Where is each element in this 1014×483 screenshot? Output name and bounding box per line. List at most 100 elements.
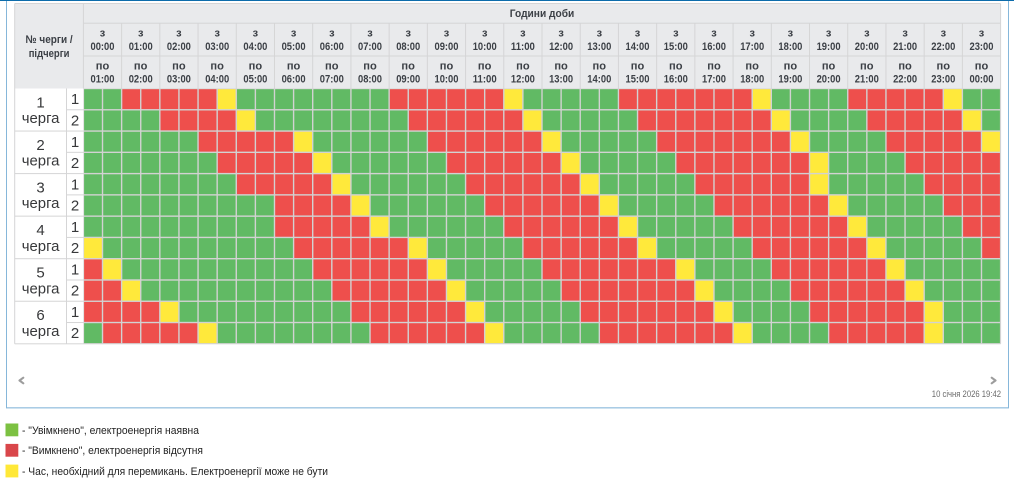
svg-text:з: з [367, 28, 373, 40]
svg-text:1: 1 [71, 91, 79, 108]
svg-text:12:00: 12:00 [511, 74, 535, 86]
svg-text:2: 2 [36, 137, 44, 154]
svg-text:06:00: 06:00 [282, 74, 306, 86]
svg-text:по: по [898, 60, 912, 72]
svg-text:з: з [520, 28, 526, 40]
svg-text:22:00: 22:00 [931, 41, 955, 53]
svg-text:з: з [444, 28, 450, 40]
svg-text:17:00: 17:00 [740, 41, 764, 53]
svg-text:13:00: 13:00 [549, 74, 573, 86]
svg-text:10:00: 10:00 [435, 74, 459, 86]
svg-text:№ черги /: № черги / [26, 34, 73, 46]
svg-text:з: з [749, 28, 755, 40]
svg-text:черга: черга [22, 280, 60, 297]
svg-text:1: 1 [36, 94, 44, 111]
svg-text:02:00: 02:00 [167, 41, 191, 53]
svg-text:05:00: 05:00 [282, 41, 306, 53]
svg-text:по: по [860, 60, 874, 72]
svg-text:04:00: 04:00 [205, 74, 229, 86]
svg-text:по: по [287, 60, 301, 72]
svg-text:04:00: 04:00 [243, 41, 267, 53]
svg-text:черга: черга [22, 195, 60, 212]
svg-text:00:00: 00:00 [970, 74, 994, 86]
svg-text:23:00: 23:00 [931, 74, 955, 86]
svg-text:по: по [593, 60, 607, 72]
svg-text:з: з [597, 28, 603, 40]
svg-text:21:00: 21:00 [893, 41, 917, 53]
svg-text:з: з [214, 28, 220, 40]
svg-text:з: з [788, 28, 794, 40]
svg-text:20:00: 20:00 [855, 41, 879, 53]
svg-text:черга: черга [22, 110, 60, 127]
svg-text:22:00: 22:00 [893, 74, 917, 86]
svg-text:- Час, необхідний для перемика: - Час, необхідний для перемикань. Електр… [22, 466, 328, 478]
svg-text:- "Увімкнено", електроенергія: - "Увімкнено", електроенергія наявна [22, 425, 200, 437]
svg-text:по: по [96, 60, 110, 72]
svg-text:по: по [516, 60, 530, 72]
svg-text:підчерги: підчерги [29, 48, 70, 60]
svg-text:09:00: 09:00 [435, 41, 459, 53]
svg-text:з: з [291, 28, 297, 40]
svg-text:18:00: 18:00 [778, 41, 802, 53]
svg-text:з: з [253, 28, 259, 40]
svg-text:по: по [134, 60, 148, 72]
svg-text:2: 2 [71, 325, 79, 342]
svg-text:черга: черга [22, 153, 60, 170]
svg-text:з: з [673, 28, 679, 40]
svg-text:по: по [172, 60, 186, 72]
svg-text:06:00: 06:00 [320, 41, 344, 53]
svg-text:19:00: 19:00 [817, 41, 841, 53]
svg-text:з: з [329, 28, 335, 40]
svg-text:по: по [210, 60, 224, 72]
svg-text:08:00: 08:00 [358, 74, 382, 86]
svg-text:по: по [631, 60, 645, 72]
svg-text:13:00: 13:00 [587, 41, 611, 53]
svg-text:2: 2 [71, 240, 79, 257]
svg-text:14:00: 14:00 [626, 41, 650, 53]
svg-text:2: 2 [71, 283, 79, 300]
svg-text:по: по [554, 60, 568, 72]
svg-text:05:00: 05:00 [243, 74, 267, 86]
svg-text:1: 1 [71, 304, 79, 321]
svg-text:з: з [405, 28, 411, 40]
svg-text:23:00: 23:00 [970, 41, 994, 53]
svg-text:15:00: 15:00 [626, 74, 650, 86]
svg-text:по: по [669, 60, 683, 72]
svg-text:по: по [937, 60, 951, 72]
svg-text:по: по [401, 60, 415, 72]
svg-text:03:00: 03:00 [205, 41, 229, 53]
svg-text:07:00: 07:00 [358, 41, 382, 53]
svg-text:10:00: 10:00 [473, 41, 497, 53]
svg-text:1: 1 [71, 134, 79, 151]
svg-text:4: 4 [36, 222, 44, 239]
svg-text:01:00: 01:00 [129, 41, 153, 53]
svg-text:1: 1 [71, 261, 79, 278]
svg-text:Години доби: Години доби [510, 8, 575, 20]
svg-text:1: 1 [71, 219, 79, 236]
svg-text:03:00: 03:00 [167, 74, 191, 86]
svg-text:19:00: 19:00 [778, 74, 802, 86]
svg-text:по: по [784, 60, 798, 72]
svg-text:01:00: 01:00 [91, 74, 115, 86]
svg-text:2: 2 [71, 113, 79, 130]
svg-text:07:00: 07:00 [320, 74, 344, 86]
svg-text:15:00: 15:00 [664, 41, 688, 53]
svg-text:10 січня 2026 19:42: 10 січня 2026 19:42 [932, 389, 1001, 400]
svg-text:по: по [440, 60, 454, 72]
svg-text:черга: черга [22, 323, 60, 340]
svg-text:11:00: 11:00 [473, 74, 497, 86]
svg-text:00:00: 00:00 [91, 41, 115, 53]
svg-text:1: 1 [71, 176, 79, 193]
svg-text:3: 3 [36, 180, 44, 197]
svg-text:12:00: 12:00 [549, 41, 573, 53]
svg-text:2: 2 [71, 198, 79, 215]
svg-text:6: 6 [36, 307, 44, 324]
svg-text:5: 5 [36, 265, 44, 282]
svg-text:по: по [363, 60, 377, 72]
svg-text:з: з [979, 28, 985, 40]
svg-text:- "Вимкнено", електроенергія в: - "Вимкнено", електроенергія відсутня [22, 445, 203, 457]
svg-text:з: з [826, 28, 832, 40]
svg-text:з: з [635, 28, 641, 40]
svg-text:18:00: 18:00 [740, 74, 764, 86]
svg-text:по: по [822, 60, 836, 72]
